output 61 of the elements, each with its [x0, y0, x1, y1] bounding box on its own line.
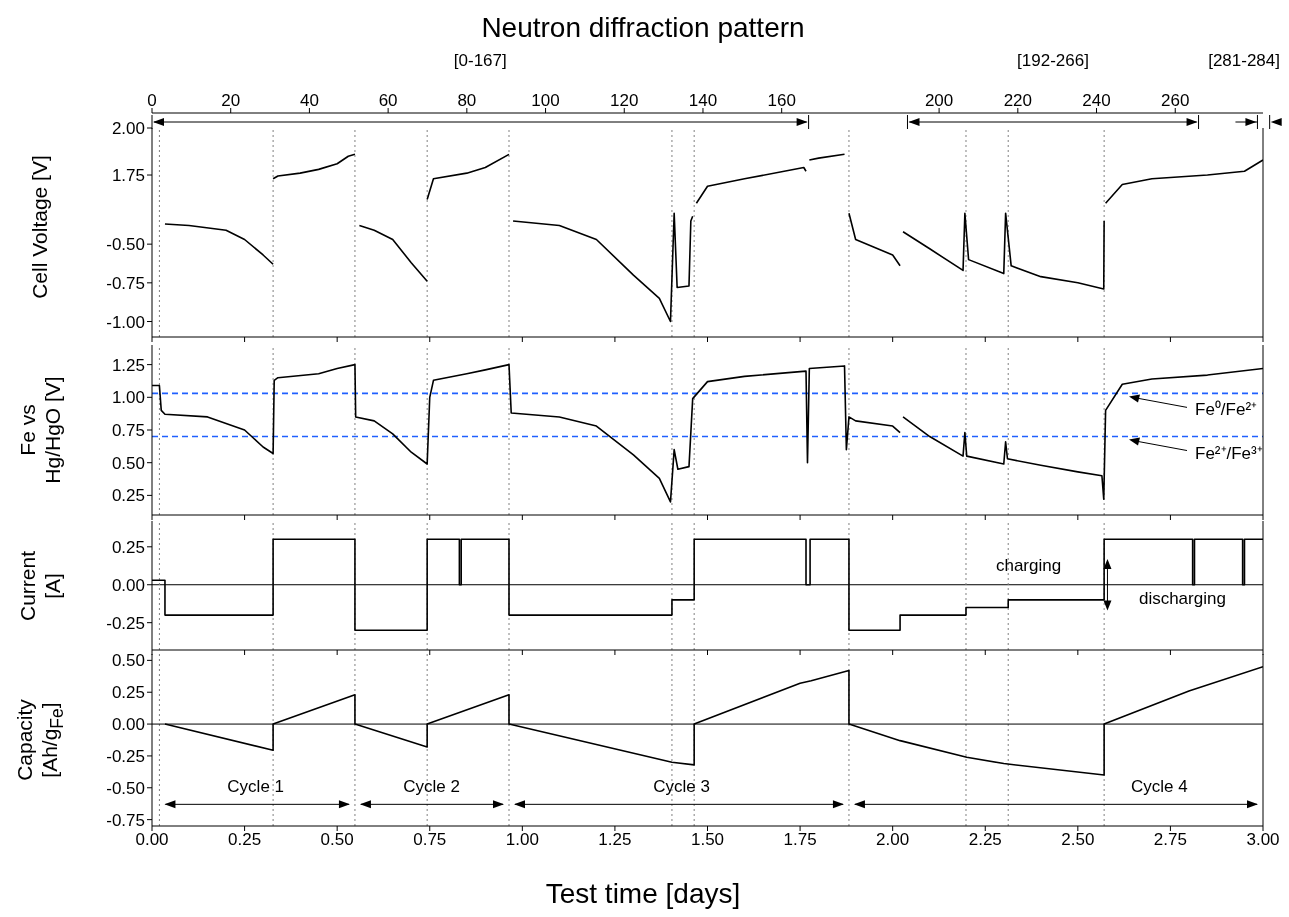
x2-tick-label: 140: [688, 91, 718, 110]
annotation: Cycle 3: [653, 777, 710, 797]
x-tick-label: 1.50: [690, 830, 725, 850]
annotation: discharging: [1138, 589, 1226, 609]
y-tick-label: 0.00: [111, 715, 145, 735]
x2-tick-label: 120: [610, 91, 639, 110]
y-tick-label: 1.75: [111, 166, 145, 186]
x-tick-label: 2.25: [968, 830, 1002, 850]
annotation: Cycle 2: [403, 777, 460, 797]
x-tick-label: 1.75: [783, 830, 817, 850]
y-tick-label: -0.50: [106, 235, 145, 255]
y-tick-label: 0.25: [111, 683, 145, 703]
x-tick-label: 0.00: [135, 830, 169, 850]
text: [0-167]: [453, 51, 507, 70]
y-axis-title: Cell Voltage [V]: [27, 154, 53, 301]
x2-tick-label: 80: [457, 91, 477, 110]
y-axis-title: Current [A]: [14, 549, 65, 623]
y-tick-label: 0.50: [111, 651, 145, 671]
x-tick-label: 3.00: [1246, 830, 1280, 850]
y-tick-label: 2.00: [111, 119, 145, 139]
y-tick-label: 0.50: [111, 453, 145, 473]
x2-tick-label: 160: [767, 91, 796, 110]
y-tick-label: -0.75: [106, 273, 145, 293]
x-tick-label: 0.25: [228, 830, 262, 850]
x2-tick-label: 40: [299, 91, 319, 110]
annotation: Cycle 1: [227, 777, 285, 797]
text: [192-266]: [1017, 51, 1089, 70]
x2-axis-title: Neutron diffraction pattern: [480, 11, 806, 45]
ref-line-label: Fe⁰/Fe²⁺: [1195, 400, 1258, 420]
x-tick-label: 1.00: [505, 830, 539, 850]
ref-line-label: Fe²⁺/Fe³⁺: [1195, 443, 1263, 463]
y-tick-label: -0.25: [106, 613, 145, 633]
x2-tick-label: 220: [1003, 91, 1032, 110]
annotation: charging: [995, 556, 1062, 576]
x-axis-title: Test time [days]: [544, 878, 742, 910]
y-tick-label: 1.00: [111, 388, 145, 408]
x2-tick-label: 100: [531, 91, 560, 110]
text: [281-284]: [1208, 51, 1280, 70]
annotation: Cycle 4: [1130, 777, 1188, 797]
y-tick-label: 0.25: [111, 486, 145, 506]
y-tick-label: -0.75: [106, 810, 145, 830]
x-tick-label: 2.75: [1153, 830, 1187, 850]
x-tick-label: 2.00: [876, 830, 910, 850]
x2-tick-label: 260: [1161, 91, 1190, 110]
x2-tick-label: 200: [924, 91, 954, 110]
x-tick-label: 0.75: [413, 830, 447, 850]
y-tick-label: -1.00: [106, 312, 145, 332]
y-tick-label: 0.75: [111, 421, 145, 441]
x2-tick-label: 60: [378, 91, 398, 110]
y-tick-label: -0.25: [106, 746, 145, 766]
y-tick-label: 0.00: [111, 575, 145, 595]
y-tick-label: 1.25: [111, 355, 145, 375]
y-tick-label: -0.50: [106, 778, 145, 798]
x-tick-label: 1.25: [598, 830, 632, 850]
y-tick-label: 0.25: [111, 537, 145, 557]
y-axis-title: Fe vs Hg/HgO [V]: [14, 375, 65, 486]
x-tick-label: 2.50: [1061, 830, 1095, 850]
x2-tick-label: 240: [1082, 91, 1111, 110]
x2-tick-label: 20: [221, 91, 241, 110]
x2-tick-label: 0: [147, 91, 157, 110]
x-tick-label: 0.50: [320, 830, 354, 850]
